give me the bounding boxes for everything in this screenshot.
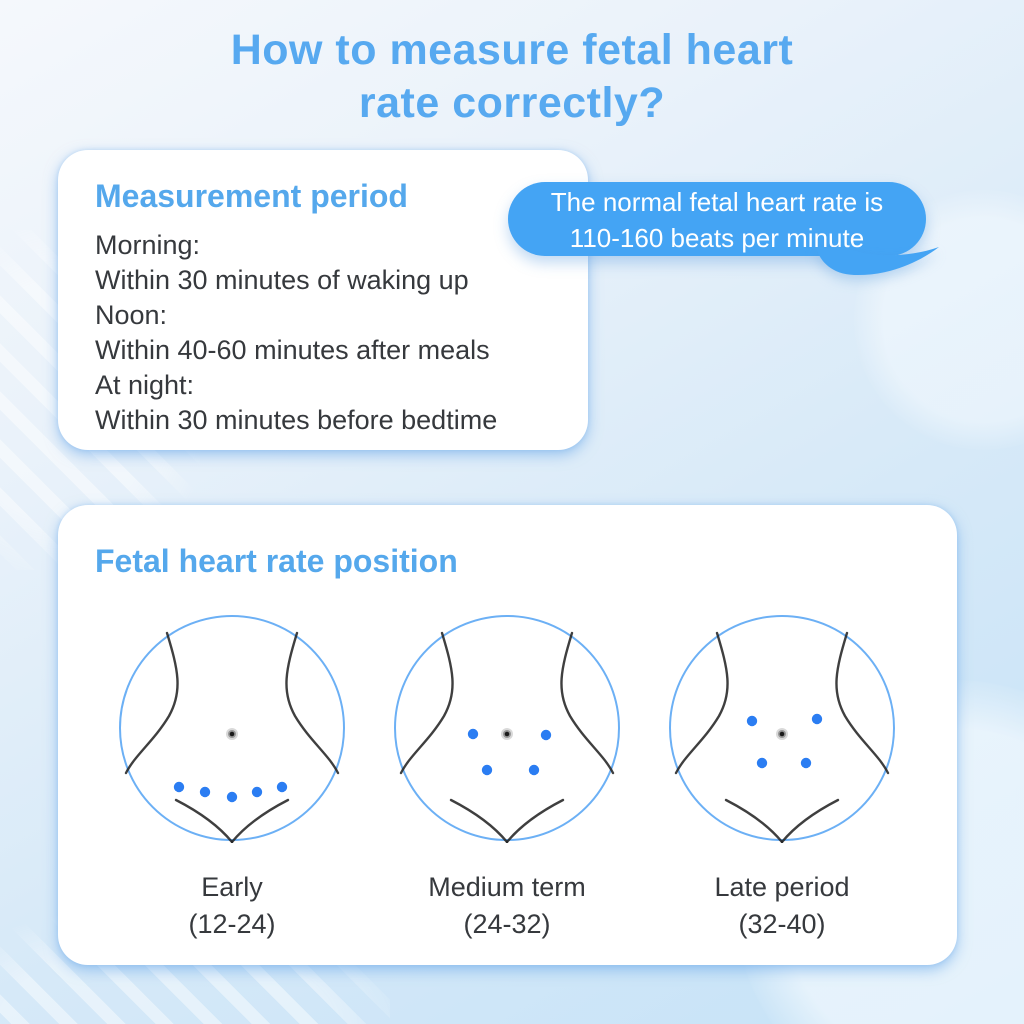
heart-rate-dot [528,764,540,776]
heart-rate-dots-group [467,728,552,776]
belly-diagram-medium-icon [394,615,620,843]
heart-rate-dot [481,764,493,776]
figure-label-late: Late period (32-40) [667,869,897,943]
speech-bubble-tail [816,247,939,276]
heart-rate-dots-group [746,713,823,769]
figure-label-medium: Medium term (24-32) [392,869,622,943]
heart-rate-dot [800,757,812,769]
navel-dot [226,728,238,740]
bubble-line2: 110-160 beats per minute [569,223,865,253]
heart-rate-dot [199,786,211,798]
figure-range-text: (12-24) [188,909,276,939]
normal-heart-rate-bubble: The normal fetal heart rate is 110-160 b… [508,182,939,276]
belly-diagram-late-icon [669,615,895,843]
figure-label-text: Medium term [428,872,586,902]
figure-early: Early (12-24) [117,613,347,943]
figure-medium-term: Medium term (24-32) [392,613,622,943]
position-card: Fetal heart rate position Early (12-24) [58,505,957,965]
figure-range-text: (32-40) [738,909,826,939]
bubble-line1: The normal fetal heart rate is [550,187,884,217]
heart-rate-dot [276,781,288,793]
heart-rate-dot [226,791,238,803]
period-line-noon-detail: Within 40-60 minutes after meals [95,335,490,365]
period-line-morning: Morning: [95,230,201,260]
figure-late-period: Late period (32-40) [667,613,897,943]
figure-label-early: Early (12-24) [117,869,347,943]
navel-dot [501,728,513,740]
page-title-line2: rate correctly? [358,79,666,127]
heart-rate-dot [467,728,479,740]
page-title: How to measure fetal heart rate correctl… [0,24,1024,130]
belly-diagram-early-icon [119,615,345,843]
period-line-night-detail: Within 30 minutes before bedtime [95,405,498,435]
figure-label-text: Late period [714,872,850,902]
heart-rate-dot [540,729,552,741]
navel-dot [776,728,788,740]
heart-rate-dot [811,713,823,725]
measurement-period-card: Measurement period Morning: Within 30 mi… [58,150,588,450]
heart-rate-dot [746,715,758,727]
period-line-noon: Noon: [95,300,168,330]
heart-rate-dots-group [173,781,288,803]
heart-rate-dot [173,781,185,793]
position-heading: Fetal heart rate position [95,543,458,579]
figure-label-text: Early [201,872,263,902]
measurement-period-text: Morning: Within 30 minutes of waking up … [95,228,588,438]
page-title-line1: How to measure fetal heart [230,26,794,74]
heart-rate-dot [251,786,263,798]
period-line-night: At night: [95,370,195,400]
heart-rate-dot [756,757,768,769]
measurement-period-heading: Measurement period [95,178,408,214]
period-line-morning-detail: Within 30 minutes of waking up [95,265,469,295]
figure-range-text: (24-32) [463,909,551,939]
figures-row: Early (12-24) Medium term (24-32 [58,613,957,943]
